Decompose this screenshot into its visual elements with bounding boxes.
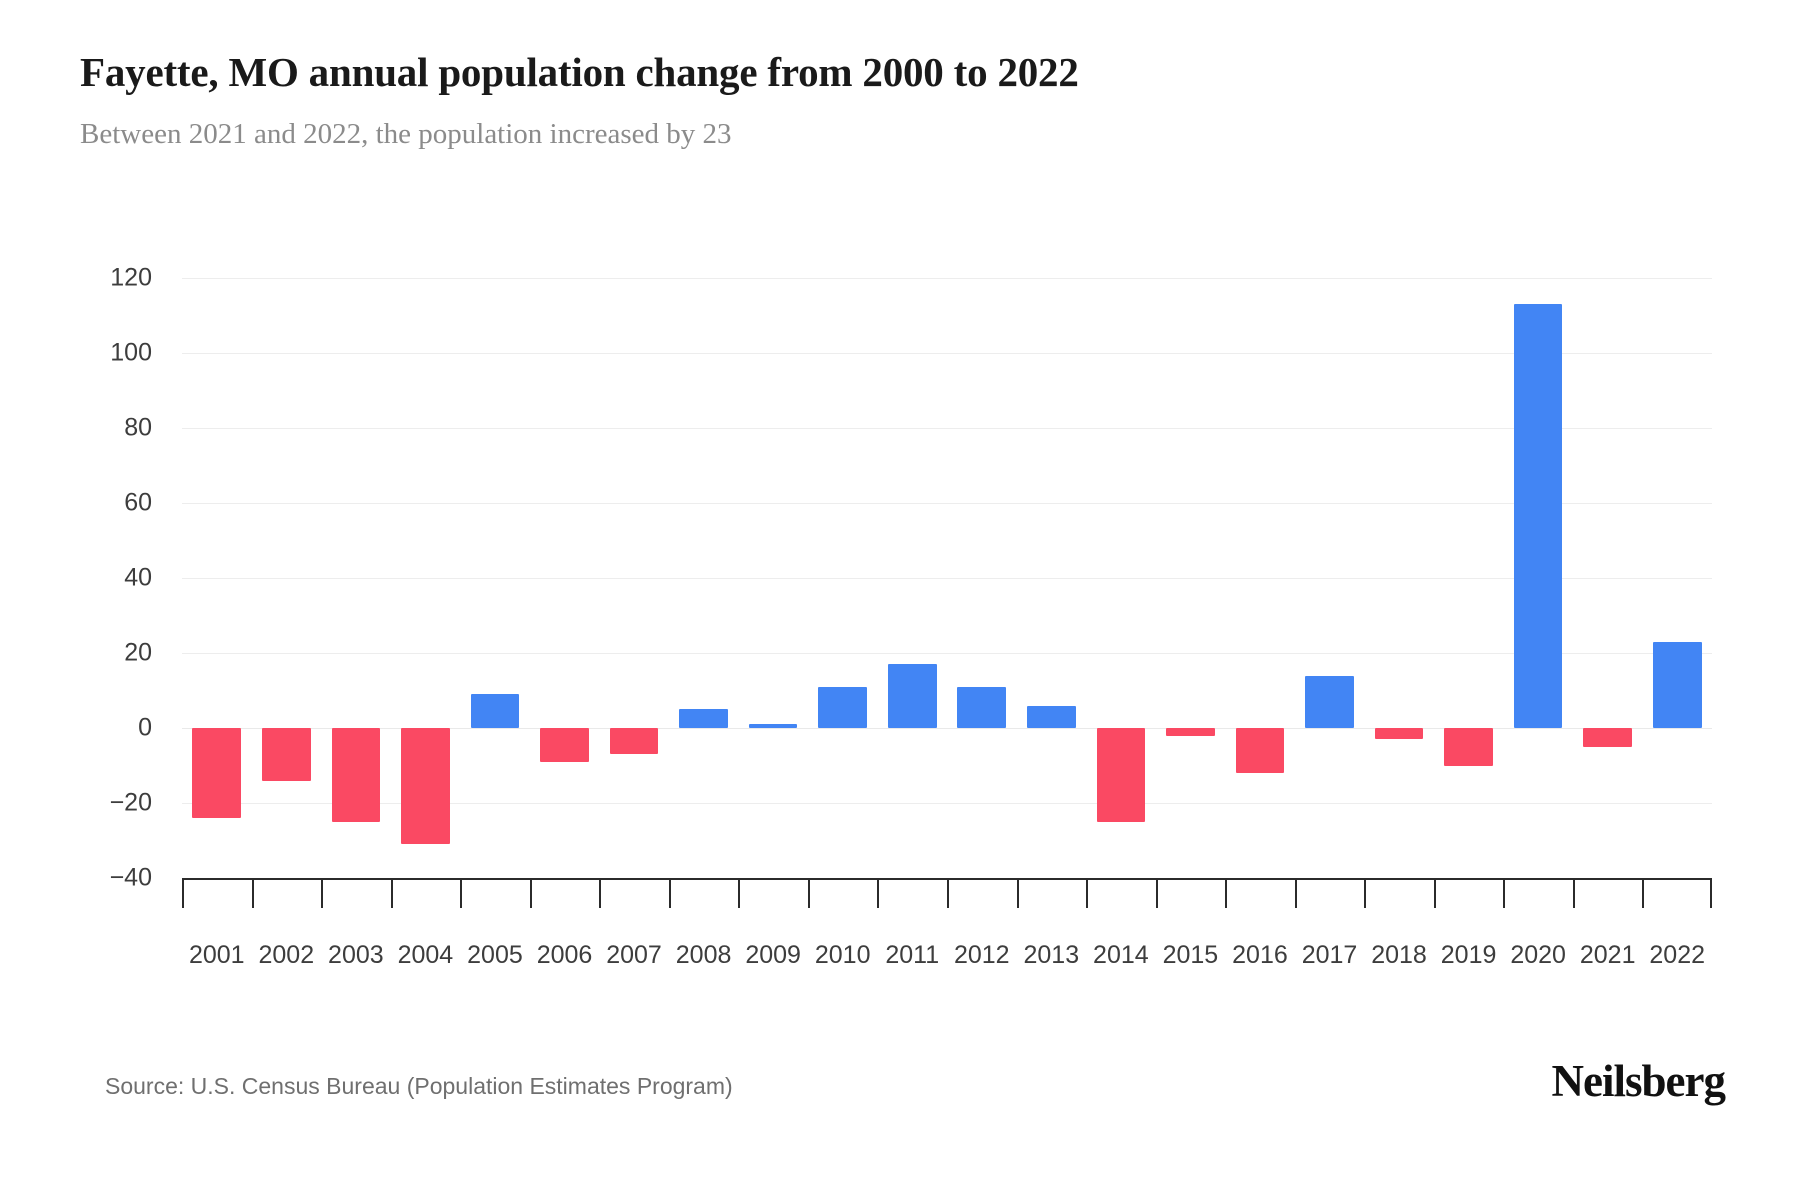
x-axis-tick [1155, 880, 1158, 908]
bar-2009[interactable] [748, 724, 798, 728]
bar-2007[interactable] [609, 728, 659, 755]
x-axis-label-2016: 2016 [1232, 941, 1288, 969]
x-axis-label-2021: 2021 [1579, 941, 1636, 969]
x-axis-label-2002: 2002 [258, 941, 315, 969]
x-axis-tick [807, 880, 810, 908]
x-axis-label-2014: 2014 [1093, 941, 1149, 969]
x-axis-tick [1016, 880, 1019, 908]
x-axis-label-2007: 2007 [606, 941, 662, 969]
bar-2008[interactable] [679, 709, 728, 728]
x-axis-label-2008: 2008 [675, 941, 732, 969]
y-axis-label: 20 [124, 638, 152, 667]
x-axis-label-2013: 2013 [1023, 941, 1080, 969]
plot-area [182, 278, 1712, 878]
bar-2021[interactable] [1583, 728, 1632, 747]
x-axis-tick [390, 880, 393, 908]
bar-2001[interactable] [192, 728, 242, 818]
x-axis-tick [1364, 880, 1367, 908]
y-axis-label: 40 [124, 563, 152, 592]
page-title: Fayette, MO annual population change fro… [80, 49, 1079, 95]
x-axis-line [182, 878, 1712, 880]
x-axis-label-2001: 2001 [188, 941, 245, 969]
x-axis-tick [599, 880, 602, 908]
x-axis-tick [1572, 880, 1575, 908]
gridline [182, 353, 1712, 354]
x-axis-tick [1086, 880, 1089, 908]
bar-2012[interactable] [957, 686, 1007, 728]
gridline [182, 803, 1712, 804]
x-axis-tick [1503, 880, 1506, 908]
x-axis-tick [668, 880, 671, 908]
x-axis-label-2015: 2015 [1162, 941, 1219, 969]
bar-2002[interactable] [261, 728, 311, 781]
x-axis-label-2020: 2020 [1510, 941, 1566, 969]
x-axis-tick [1294, 880, 1297, 908]
x-axis-tick [321, 880, 324, 908]
x-axis-label-2011: 2011 [885, 941, 940, 969]
bar-2004[interactable] [401, 728, 450, 845]
bar-2010[interactable] [818, 686, 867, 728]
bar-2013[interactable] [1026, 705, 1076, 728]
bar-2016[interactable] [1235, 728, 1285, 773]
x-axis-tick [182, 880, 184, 908]
gridline [182, 428, 1712, 429]
y-axis-label: 0 [138, 713, 152, 742]
gridline [182, 653, 1712, 654]
y-axis-label: 120 [110, 263, 152, 292]
x-axis-tick [1225, 880, 1228, 908]
x-axis-tick [1710, 880, 1712, 908]
bar-series [182, 278, 1712, 878]
x-axis-label-2012: 2012 [953, 941, 1010, 969]
x-axis-label-2010: 2010 [814, 941, 871, 969]
bar-2015[interactable] [1166, 728, 1215, 736]
y-axis-label: −40 [109, 863, 152, 892]
y-axis-label: −20 [109, 788, 152, 817]
x-axis-label-2009: 2009 [745, 941, 801, 969]
x-axis-label-2017: 2017 [1301, 941, 1358, 969]
x-axis-label-2004: 2004 [397, 941, 454, 969]
bar-2003[interactable] [331, 728, 381, 822]
x-axis-label-2003: 2003 [328, 941, 384, 969]
gridline [182, 278, 1712, 279]
bar-2022[interactable] [1652, 641, 1702, 728]
x-axis-label-2005: 2005 [467, 941, 523, 969]
zero-gridline [182, 728, 1712, 729]
page-subtitle: Between 2021 and 2022, the population in… [80, 118, 732, 150]
y-axis-label: 60 [124, 488, 152, 517]
x-axis-tick [1433, 880, 1436, 908]
gridline [182, 503, 1712, 504]
y-axis-label: 100 [110, 338, 152, 367]
x-axis-tick [947, 880, 949, 908]
bar-2014[interactable] [1096, 728, 1146, 822]
bar-2019[interactable] [1444, 728, 1493, 766]
x-axis-label-2018: 2018 [1371, 941, 1427, 969]
x-axis-tick [738, 880, 741, 908]
x-axis-label-2006: 2006 [536, 941, 593, 969]
brand-logo: Neilsberg [1551, 1056, 1726, 1106]
x-axis-tick [1642, 880, 1645, 908]
y-axis-label: 80 [124, 413, 152, 442]
bar-2011[interactable] [887, 664, 937, 728]
x-axis-tick [460, 880, 463, 908]
x-axis-label-2022: 2022 [1649, 941, 1706, 969]
source-note: Source: U.S. Census Bureau (Population E… [105, 1073, 733, 1099]
bar-2018[interactable] [1374, 728, 1424, 740]
x-axis-label-2019: 2019 [1440, 941, 1497, 969]
gridline [182, 578, 1712, 579]
x-axis-tick [877, 880, 880, 908]
bar-2006[interactable] [540, 728, 589, 762]
x-axis-tick [529, 880, 532, 908]
bar-2020[interactable] [1513, 304, 1563, 728]
bar-2017[interactable] [1305, 675, 1354, 728]
x-axis-tick [251, 880, 254, 908]
bar-2005[interactable] [470, 694, 520, 728]
